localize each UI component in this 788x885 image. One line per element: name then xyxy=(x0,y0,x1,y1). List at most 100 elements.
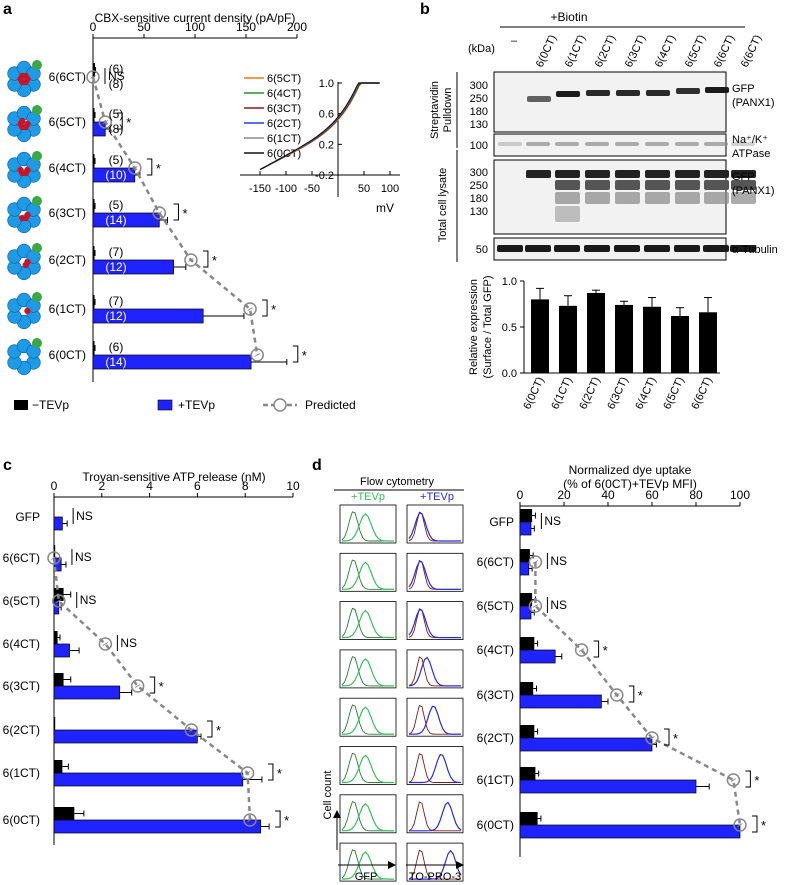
gfp-tag xyxy=(32,105,42,115)
bar-minus-tevp xyxy=(520,682,534,695)
x-tick-label: 6(1CT) xyxy=(549,375,574,411)
legend-plus-tevp: +TEVp xyxy=(178,398,215,412)
lane-label: 6(4CT) xyxy=(653,33,678,69)
sig-bracket xyxy=(752,815,758,833)
atpase-band xyxy=(498,142,522,146)
tubulin-band xyxy=(644,245,670,252)
atpase-band xyxy=(704,142,728,146)
flow-curve-plus xyxy=(408,560,461,590)
flow-curve-plus xyxy=(341,609,394,639)
n-count-plus: (14) xyxy=(105,213,126,227)
flow-histogram-frame xyxy=(339,697,397,737)
x-tick-label: 60 xyxy=(645,488,659,502)
sig-bracket xyxy=(117,112,123,130)
flow-curve-plus xyxy=(408,512,461,542)
gfp-axis-arrowhead xyxy=(388,861,396,869)
legend-predicted: Predicted xyxy=(305,398,356,412)
predicted-marker-tick xyxy=(188,728,195,732)
sig-label: NS xyxy=(120,636,137,650)
lane-label: 6(3CT) xyxy=(623,33,648,69)
y-axis-label: Relative expression (Surface / Total GFP) xyxy=(468,275,494,378)
predicted-marker xyxy=(128,161,142,175)
x-tick-label: 100 xyxy=(185,20,205,34)
lane-label: 6(2CT) xyxy=(593,33,618,69)
lysate-smear xyxy=(585,192,610,204)
sig-bracket xyxy=(146,158,153,176)
flow-histogram-frame xyxy=(339,552,397,592)
tubulin-band xyxy=(525,245,551,252)
x-tick-label: 6(2CT) xyxy=(577,375,602,411)
n-count-minus: (7) xyxy=(109,245,124,259)
x-tick-label: 10 xyxy=(286,479,300,493)
panel-b: b +Biotin (kDa) –6(0CT) 6(1CT) 6(2CT) 6(3CT… xyxy=(420,1,778,411)
category-label: 6(5CT) xyxy=(477,599,514,613)
blot-label-panx1: (PANX1) xyxy=(732,97,775,109)
marker-label: 300 xyxy=(470,80,488,92)
lysate-band xyxy=(615,170,640,178)
panel-d-annotations: NS NS NS * * * * * xyxy=(540,513,766,833)
sig-bracket xyxy=(267,763,274,781)
x-tick-label: 200 xyxy=(287,20,307,34)
panel-letter-d: d xyxy=(312,457,322,474)
lysate-band xyxy=(645,170,670,178)
flow-histogram-frame xyxy=(406,697,464,737)
marker-label: 250 xyxy=(470,93,488,105)
gfp-tag xyxy=(32,292,42,302)
lysate-smear xyxy=(555,192,580,204)
predicted-marker-tick xyxy=(247,818,253,822)
predicted-marker xyxy=(130,679,145,693)
pulldown-band xyxy=(705,87,729,93)
blot-label-atpase: ATPase xyxy=(732,148,770,160)
predicted-marker xyxy=(240,766,255,780)
bar-minus-tevp xyxy=(93,246,95,260)
tubulin-band xyxy=(554,245,580,252)
blot-right-labels: GFP (PANX1) Na⁺/K⁺ ATPase GFP (PANX1) α-Tubuli… xyxy=(732,83,778,256)
inset-legend-label: 6(5CT) xyxy=(267,73,301,85)
predicted-marker-tick xyxy=(188,258,194,262)
n-count-plus: (10) xyxy=(105,168,126,182)
western-blots xyxy=(493,71,756,261)
lane-label: – xyxy=(511,35,518,47)
flow-label-gfp-tevp: +TEVp xyxy=(351,491,385,503)
blot-label-na-k: Na⁺/K⁺ xyxy=(732,134,768,146)
lysate-smear xyxy=(645,192,670,204)
inset-x-tick-label: -100 xyxy=(275,183,297,195)
sig-label: NS xyxy=(76,509,93,523)
lysate-smear xyxy=(615,192,640,204)
marker-label: 130 xyxy=(470,119,488,131)
sig-label: * xyxy=(271,302,276,317)
flow-curve-plus xyxy=(341,851,394,880)
gfp-tag xyxy=(32,151,42,161)
category-label: 6(6CT) xyxy=(49,70,86,84)
category-label: 6(3CT) xyxy=(3,679,40,693)
category-label: 6(0CT) xyxy=(3,813,40,827)
section-lysate-label: Total cell lysate xyxy=(437,168,449,243)
x-tick-label: 0 xyxy=(51,479,58,493)
y-tick-label: 0.0 xyxy=(502,368,517,380)
predicted-marker-tick xyxy=(532,560,539,564)
bar-minus-tevp xyxy=(54,760,63,773)
legend-swatch-plus-tevp xyxy=(157,399,173,411)
predicted-marker-tick xyxy=(247,307,253,311)
flow-curve-plus xyxy=(341,561,394,590)
open-pore xyxy=(20,353,28,361)
panel-a-annotations: NS******(6)(8)(5)(8)(5)(10)(5)(14)(7)(12… xyxy=(104,62,307,369)
flow-curve-plus xyxy=(409,801,462,832)
marker-label: 130 xyxy=(470,206,488,218)
lysate-smear xyxy=(555,206,580,222)
inset-legend-label: 6(4CT) xyxy=(267,88,301,100)
x-tick-label: 0 xyxy=(517,488,524,502)
bar-plus-tevp xyxy=(519,737,653,752)
panel-c-predicted xyxy=(47,551,257,827)
c-tail-plug xyxy=(24,307,31,315)
n-count-minus: (6) xyxy=(109,340,124,354)
x-tick-label: 50 xyxy=(137,20,151,34)
inset-y-tick-label: 0.6 xyxy=(319,109,334,121)
sig-bracket xyxy=(262,299,268,317)
bar-plus-tevp xyxy=(53,772,244,787)
flow-histogram-frame xyxy=(406,746,464,785)
sig-label: * xyxy=(126,115,131,130)
marker-label: 250 xyxy=(470,180,488,192)
n-count-plus: (14) xyxy=(105,355,126,369)
bar-plus-tevp xyxy=(53,516,63,531)
